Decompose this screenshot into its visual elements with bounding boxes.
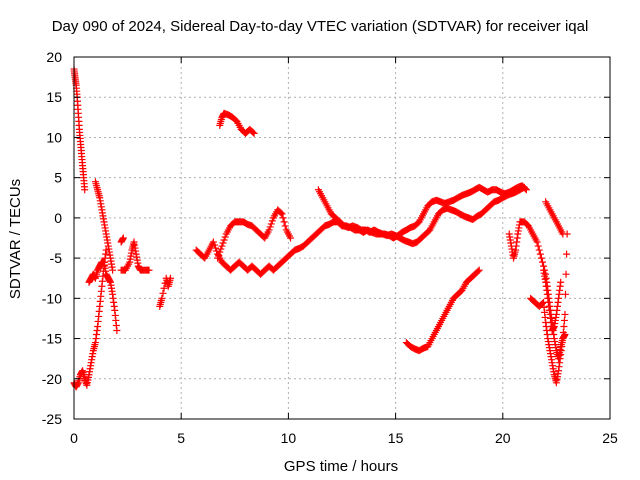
x-tick-label: 5 <box>177 430 185 446</box>
data-point <box>209 238 217 246</box>
data-point <box>218 242 226 250</box>
data-point <box>214 254 222 262</box>
y-tick-label: -5 <box>50 250 63 266</box>
data-point <box>119 234 127 242</box>
y-tick-label: 15 <box>46 89 62 105</box>
data-point <box>520 183 528 191</box>
series-arc-i <box>214 206 295 262</box>
x-tick-label: 25 <box>602 430 618 446</box>
series-arc-p <box>542 198 567 238</box>
data-point <box>210 241 218 249</box>
data-point <box>475 266 483 274</box>
data-point <box>217 245 225 253</box>
data-point <box>561 310 569 318</box>
data-point <box>213 247 221 255</box>
data-point <box>534 242 542 250</box>
data-point <box>278 210 286 218</box>
data-point <box>109 266 117 274</box>
data-point <box>560 322 568 330</box>
data-point <box>538 299 546 307</box>
x-axis-label: GPS time / hours <box>284 458 398 475</box>
series-arc-o <box>540 266 565 335</box>
data-point <box>537 254 545 262</box>
series-arc-l <box>402 266 483 355</box>
data-point <box>216 248 224 256</box>
data-point <box>220 236 228 244</box>
data-point <box>281 222 289 230</box>
data-point <box>212 244 220 252</box>
data-point <box>538 258 546 266</box>
data-point <box>267 220 275 228</box>
series-arc-a <box>70 65 89 194</box>
data-point <box>113 327 121 335</box>
data-point <box>265 226 273 234</box>
series-arc-g <box>156 274 174 310</box>
axis-ticks: -25 -20 -15 -10 -5 0 5 10 15 20 0 5 10 15 20 25 <box>42 49 618 446</box>
data-point <box>160 284 168 292</box>
x-tick-label: 10 <box>281 430 297 446</box>
series-arc-n <box>527 294 569 387</box>
y-tick-label: -10 <box>42 290 62 306</box>
data-point <box>474 267 482 275</box>
grid <box>74 57 610 419</box>
data-point <box>562 270 570 278</box>
x-tick-label: 0 <box>70 430 78 446</box>
data-point <box>215 251 223 259</box>
y-tick-label: -25 <box>42 411 62 427</box>
data-point <box>562 290 570 298</box>
data-point <box>287 234 295 242</box>
series-arc-e <box>117 238 153 274</box>
y-axis-label: SDTVAR / TECUs <box>7 179 24 299</box>
data-point <box>268 217 276 225</box>
data-point <box>557 278 565 286</box>
series-arc-k <box>314 183 528 248</box>
data-point <box>221 233 229 241</box>
series-arc-d <box>91 178 117 274</box>
series-arc-c <box>85 258 121 335</box>
data-point <box>249 128 257 136</box>
data-point <box>277 209 285 217</box>
data-point <box>533 238 541 246</box>
data-point <box>280 218 288 226</box>
y-tick-label: 20 <box>46 49 62 65</box>
plot-frame <box>73 56 611 420</box>
y-tick-label: -15 <box>42 331 62 347</box>
y-tick-label: 0 <box>54 210 62 226</box>
data-point <box>560 316 568 324</box>
chart-title: Day 090 of 2024, Sidereal Day-to-day VTE… <box>52 18 589 35</box>
series-arc-j <box>216 109 258 137</box>
x-tick-label: 15 <box>388 430 404 446</box>
y-tick-label: 10 <box>46 129 62 145</box>
data-points <box>70 65 571 391</box>
series-arc-f <box>117 234 127 246</box>
y-tick-label: -20 <box>42 371 62 387</box>
y-tick-label: 5 <box>54 170 62 186</box>
data-point <box>563 250 571 258</box>
data-point <box>535 246 543 254</box>
data-point <box>561 331 569 339</box>
data-point <box>145 266 153 274</box>
data-point <box>519 184 527 192</box>
data-point <box>219 239 227 247</box>
x-tick-label: 20 <box>495 430 511 446</box>
data-point <box>81 186 89 194</box>
data-point <box>279 214 287 222</box>
data-point <box>250 129 258 137</box>
data-point <box>266 223 274 231</box>
data-point <box>158 294 166 302</box>
data-point <box>536 250 544 258</box>
data-point <box>159 289 167 297</box>
data-point <box>559 230 567 238</box>
data-point <box>166 274 174 282</box>
